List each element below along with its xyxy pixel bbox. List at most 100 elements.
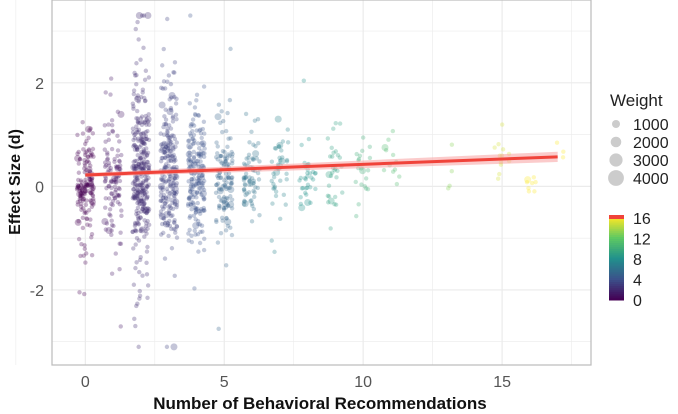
data-point	[171, 152, 176, 158]
data-point	[142, 141, 148, 147]
data-point	[164, 144, 169, 149]
data-point	[141, 13, 147, 18]
data-point	[363, 176, 369, 181]
data-point	[446, 186, 451, 191]
data-point	[161, 132, 167, 137]
data-point	[229, 175, 234, 181]
data-point	[198, 154, 203, 160]
data-point	[241, 200, 249, 208]
data-point	[140, 185, 145, 190]
data-point	[145, 209, 150, 214]
data-point	[139, 131, 147, 139]
data-point	[357, 153, 363, 159]
data-point	[84, 198, 89, 203]
data-point	[161, 216, 166, 221]
colorbar-segment	[609, 234, 624, 237]
data-point	[215, 240, 221, 245]
data-point	[170, 154, 175, 159]
data-point	[229, 197, 235, 202]
data-point	[222, 178, 227, 183]
data-point	[224, 215, 229, 221]
data-point	[146, 112, 151, 117]
data-point	[164, 186, 170, 192]
data-point	[305, 170, 310, 176]
data-point	[186, 142, 194, 150]
data-point	[189, 202, 194, 208]
colorbar-label: 12	[633, 232, 651, 249]
data-point	[499, 122, 505, 127]
data-point	[492, 145, 497, 150]
data-point	[225, 203, 230, 208]
data-point	[145, 159, 150, 165]
data-point	[194, 178, 199, 184]
data-point	[281, 192, 287, 198]
data-point	[108, 180, 114, 185]
data-point	[159, 176, 164, 181]
data-point	[144, 136, 150, 142]
data-point	[359, 167, 367, 175]
data-point	[360, 135, 366, 140]
data-point	[80, 120, 85, 125]
data-point	[310, 177, 316, 182]
colorbar-segment	[609, 222, 624, 225]
data-point	[194, 159, 199, 164]
data-point	[106, 167, 111, 173]
data-point	[195, 206, 200, 211]
data-point	[170, 181, 176, 186]
colorbar-segment	[609, 285, 624, 289]
data-point	[172, 190, 177, 196]
data-point	[163, 144, 168, 150]
data-point	[192, 228, 197, 233]
data-point	[197, 145, 202, 151]
data-point	[136, 162, 142, 167]
data-point	[249, 198, 254, 203]
data-point	[255, 117, 261, 122]
data-point	[198, 208, 203, 214]
data-point	[79, 201, 84, 207]
data-point	[167, 191, 173, 196]
data-point	[89, 252, 95, 258]
data-point	[144, 122, 149, 127]
data-point	[200, 183, 205, 188]
data-point	[216, 194, 222, 200]
data-point	[191, 159, 196, 164]
data-point	[165, 130, 170, 136]
data-point	[284, 159, 290, 164]
data-point	[161, 216, 167, 221]
data-point	[222, 154, 228, 159]
data-point	[171, 219, 177, 225]
data-point	[333, 121, 338, 126]
data-point	[271, 186, 276, 191]
data-point	[115, 153, 120, 159]
data-point	[144, 183, 149, 189]
data-point	[106, 137, 112, 143]
data-point	[139, 209, 144, 214]
data-point	[277, 155, 282, 161]
data-point	[272, 249, 277, 255]
data-point	[137, 155, 143, 161]
data-point	[75, 184, 81, 190]
data-point	[273, 189, 279, 194]
data-point	[195, 181, 200, 186]
data-point	[131, 91, 137, 97]
data-point	[186, 238, 191, 243]
colorbar-segment	[609, 238, 624, 242]
data-point	[140, 188, 145, 194]
data-point	[193, 112, 198, 118]
data-point	[168, 107, 174, 113]
data-point	[197, 178, 202, 183]
data-point	[74, 154, 82, 162]
data-point	[225, 196, 230, 201]
data-point	[167, 139, 173, 144]
data-point	[196, 181, 202, 186]
data-point	[113, 251, 118, 256]
data-point	[137, 156, 142, 162]
data-point	[143, 113, 148, 119]
data-point	[116, 185, 121, 191]
data-point	[247, 178, 253, 183]
data-point	[230, 151, 235, 157]
data-point	[136, 178, 141, 183]
data-point	[134, 130, 140, 135]
data-point	[142, 205, 147, 211]
data-point	[137, 288, 142, 294]
